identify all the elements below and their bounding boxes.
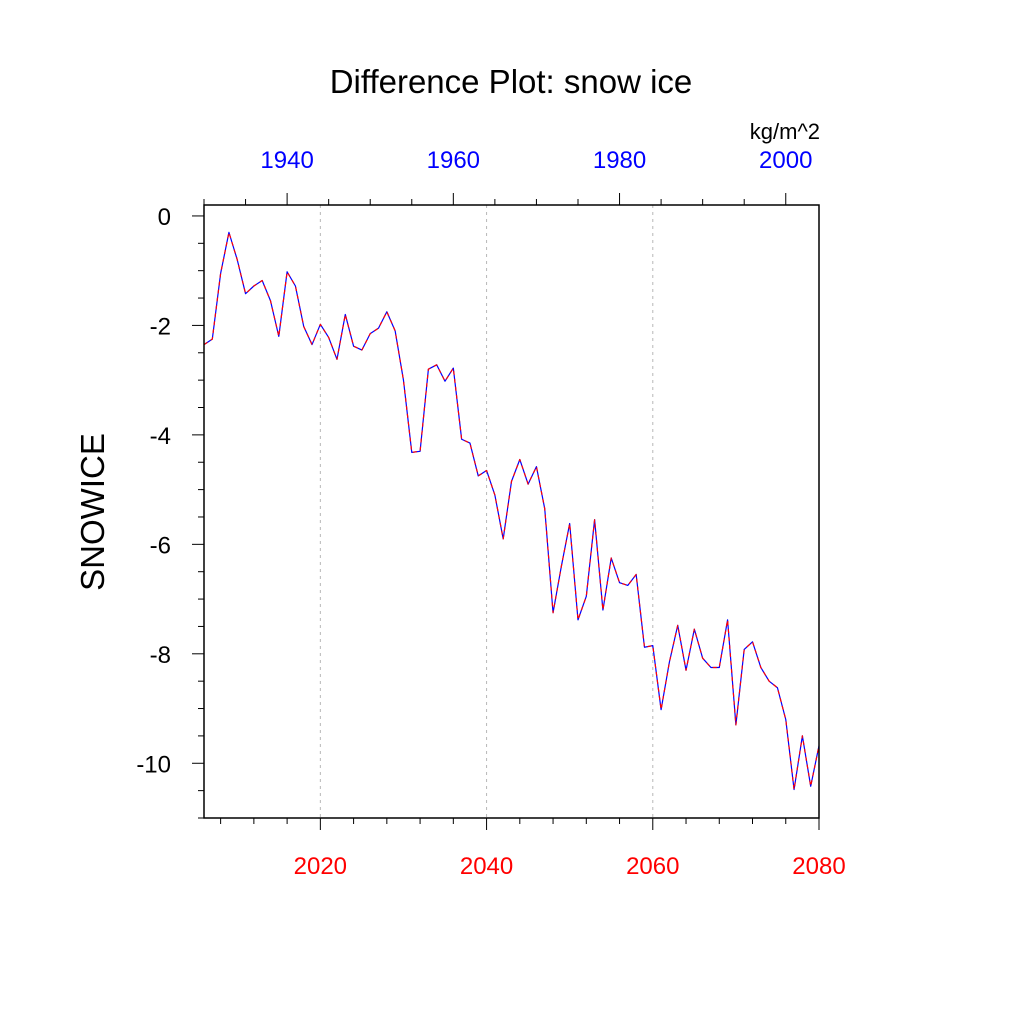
series-line-0-blue — [203, 231, 820, 791]
top-tick-label-2000: 2000 — [759, 147, 812, 174]
bottom-tick-label-2080: 2080 — [792, 853, 845, 880]
grid-lines — [319, 205, 654, 818]
chart-title: Difference Plot: snow ice — [330, 63, 693, 100]
axis-ticks — [192, 193, 820, 830]
top-tick-label-1940: 1940 — [260, 147, 313, 174]
left-tick-label-0: 0 — [158, 204, 171, 231]
top-tick-label-1980: 1980 — [593, 147, 646, 174]
series-lines — [203, 231, 820, 791]
bottom-tick-label-2020: 2020 — [294, 853, 347, 880]
y-axis-label: SNOWICE — [74, 433, 111, 591]
bottom-tick-label-2060: 2060 — [626, 853, 679, 880]
left-tick-label--2: -2 — [150, 313, 171, 340]
plot-frame — [203, 204, 820, 819]
series-line-0-red-dashed — [203, 231, 820, 791]
bottom-tick-label-2040: 2040 — [460, 853, 513, 880]
left-tick-label--6: -6 — [150, 532, 171, 559]
left-tick-label--8: -8 — [150, 642, 171, 669]
left-tick-label--10: -10 — [136, 751, 171, 778]
top-tick-label-1960: 1960 — [427, 147, 480, 174]
tick-labels: 2020 2040 2060 2080 1940 1960 1980 2000 0 -2 -4 -6 -… — [136, 147, 845, 880]
left-tick-label--4: -4 — [150, 423, 171, 450]
units-label: kg/m^2 — [750, 119, 820, 144]
